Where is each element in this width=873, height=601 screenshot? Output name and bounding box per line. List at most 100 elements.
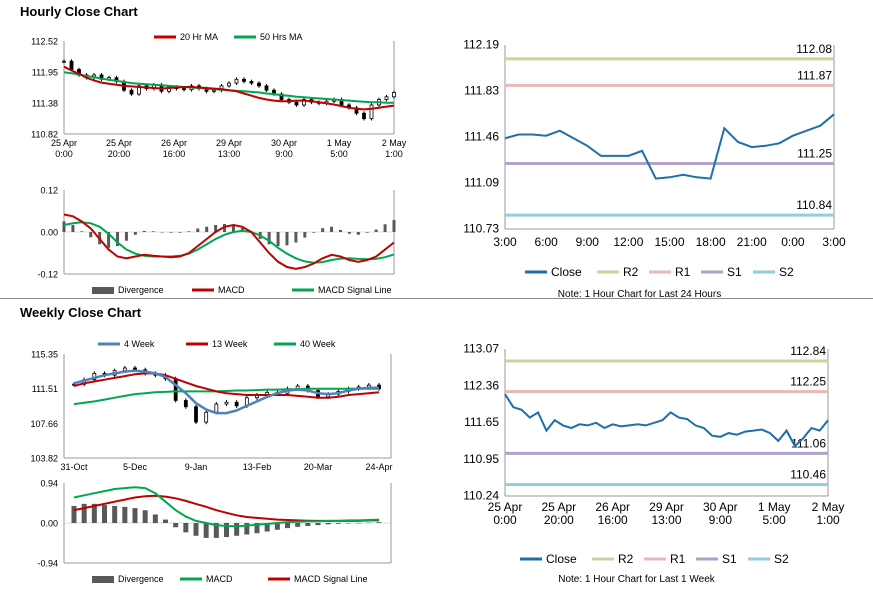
hourly-divergence-bar: [383, 224, 387, 232]
hourly-ma20-line: [63, 65, 395, 111]
weekly-divergence-bar: [366, 522, 372, 524]
hourly-divergence-bar: [107, 232, 111, 248]
hourly-divergence-bar: [116, 232, 120, 246]
weekly-price-candle-body: [356, 386, 361, 390]
weekly-price-xtick: 9-Jan: [185, 462, 208, 472]
hourly-price-candle-body: [204, 88, 209, 92]
hourly-price-candle-body: [189, 85, 194, 91]
weekly-divergence-bar: [193, 523, 199, 536]
hourly-price-candle-body: [227, 82, 231, 87]
hourly-price-candle-body: [107, 77, 111, 80]
hourly-price-candle-body: [302, 99, 306, 106]
weekly-price-candle-body: [82, 379, 87, 385]
hourly-price-candle-body: [219, 85, 224, 91]
hourly-pivot-s2-label: 110.84: [796, 198, 832, 212]
weekly-ma13-line: [73, 372, 380, 399]
weekly-ma40-line: [73, 387, 379, 406]
hourly-divergence-bar: [89, 232, 93, 238]
hourly-price-candle-body: [62, 60, 66, 63]
weekly-price-candle-body: [112, 370, 117, 376]
weekly-pivot-s2-label: 110.46: [790, 468, 826, 482]
hourly-divergence-bar: [258, 232, 262, 239]
hourly-signal-line: [63, 221, 395, 264]
hourly-price-candle-body: [287, 99, 291, 103]
hourly-price-xtick: 25 Apr: [51, 138, 77, 148]
weekly-divergence-bar: [376, 522, 382, 523]
hourly-price-candle-body: [99, 74, 104, 80]
weekly-pivot-s1-label: 111.06: [791, 436, 826, 450]
hourly-pivot-ytick: 112.19: [463, 38, 499, 52]
weekly-divergence-bar: [356, 523, 362, 524]
hourly-price-xtick: 20:00: [108, 149, 131, 159]
hourly-price-candle-body: [324, 100, 329, 104]
weekly-pivot-xtick: 5:00: [762, 513, 786, 527]
hourly-price-candle-body: [84, 74, 89, 79]
hourly-price-legend-label: 20 Hr MA: [180, 32, 218, 42]
weekly-price-candle-body: [183, 400, 188, 408]
weekly-price-candle-body: [316, 390, 320, 398]
weekly-pivot-ytick: 113.07: [463, 342, 499, 356]
weekly-macd-legend-swatch: [92, 576, 114, 583]
weekly-divergence-bar: [163, 519, 168, 523]
weekly-divergence-bar: [173, 523, 179, 528]
hourly-macd-legend-label: MACD: [218, 285, 245, 295]
hourly-price-xtick: 26 Apr: [161, 138, 187, 148]
weekly-divergence-bar: [213, 523, 219, 538]
hourly-pivot-ytick: 111.83: [464, 84, 499, 98]
hourly-price-candle-body: [362, 112, 366, 120]
hourly-price-candle-body: [309, 99, 314, 103]
weekly-divergence-bar: [102, 505, 107, 523]
hourly-divergence-bar: [321, 228, 325, 232]
hourly-divergence-bar: [347, 232, 351, 234]
weekly-price-candle-body: [163, 374, 168, 380]
hourly-divergence-bar: [133, 232, 137, 235]
weekly-divergence-bar: [295, 523, 301, 527]
hourly-macd-line: [63, 213, 395, 270]
weekly-macd-ytick: 0.00: [40, 519, 58, 529]
hourly-price-xtick: 9:00: [275, 149, 293, 159]
weekly-pivot-r2-label: 112.84: [790, 344, 826, 358]
hourly-divergence-bar: [124, 232, 128, 241]
hourly-price-candle-body: [242, 78, 246, 82]
hourly-price-candle-body: [182, 88, 186, 91]
weekly-pivot-xtick: 30 Apr: [703, 500, 738, 514]
weekly-price-candle-body: [214, 403, 219, 413]
weekly-divergence-bar: [325, 523, 331, 525]
hourly-macd-legend-swatch: [92, 287, 114, 294]
weekly-price-legend-label: 40 Week: [300, 339, 336, 349]
weekly-pivot-legend-label: S2: [774, 552, 789, 566]
hourly-pivot-legend-label: S2: [779, 265, 794, 279]
weekly-divergence-bar: [183, 523, 189, 533]
hourly-divergence-bar: [80, 231, 84, 232]
hourly-pivot-legend-label: S1: [727, 265, 742, 279]
weekly-price-candle-body: [377, 384, 381, 390]
weekly-divergence-bar: [244, 523, 250, 535]
weekly-divergence-bar: [91, 503, 97, 523]
hourly-divergence-bar: [294, 232, 298, 243]
weekly-pivot-xtick: 25 Apr: [541, 500, 576, 514]
hourly-pivot-xtick: 18:00: [696, 235, 726, 249]
hourly-price-candle-body: [77, 69, 81, 76]
weekly-price-candle-body: [366, 384, 371, 388]
hourly-price-legend-label: 50 Hrs MA: [260, 32, 303, 42]
weekly-price-candle-body: [72, 383, 76, 386]
weekly-price-xtick: 31-Oct: [60, 462, 88, 472]
weekly-price-candle-body: [122, 367, 127, 372]
hourly-divergence-bar: [178, 232, 182, 233]
weekly-pivot-legend-label: S1: [722, 552, 737, 566]
hourly-divergence-bar: [196, 228, 200, 232]
weekly-pivot-xtick: 13:00: [651, 513, 681, 527]
hourly-price-candle-body: [279, 93, 284, 100]
weekly-price-candle-body: [102, 372, 107, 376]
hourly-price-candle-body: [197, 85, 201, 89]
weekly-signal-line: [73, 494, 379, 522]
weekly-divergence-bar: [264, 523, 270, 532]
weekly-divergence-bar: [224, 523, 229, 538]
weekly-pivot-r1-label: 112.25: [790, 375, 826, 389]
hourly-pivot-xtick: 0:00: [781, 235, 805, 249]
weekly-divergence-bar: [81, 503, 87, 523]
weekly-macd-line: [73, 486, 380, 528]
hourly-price-candle-body: [249, 81, 254, 84]
weekly-price-ytick: 115.35: [31, 350, 58, 360]
